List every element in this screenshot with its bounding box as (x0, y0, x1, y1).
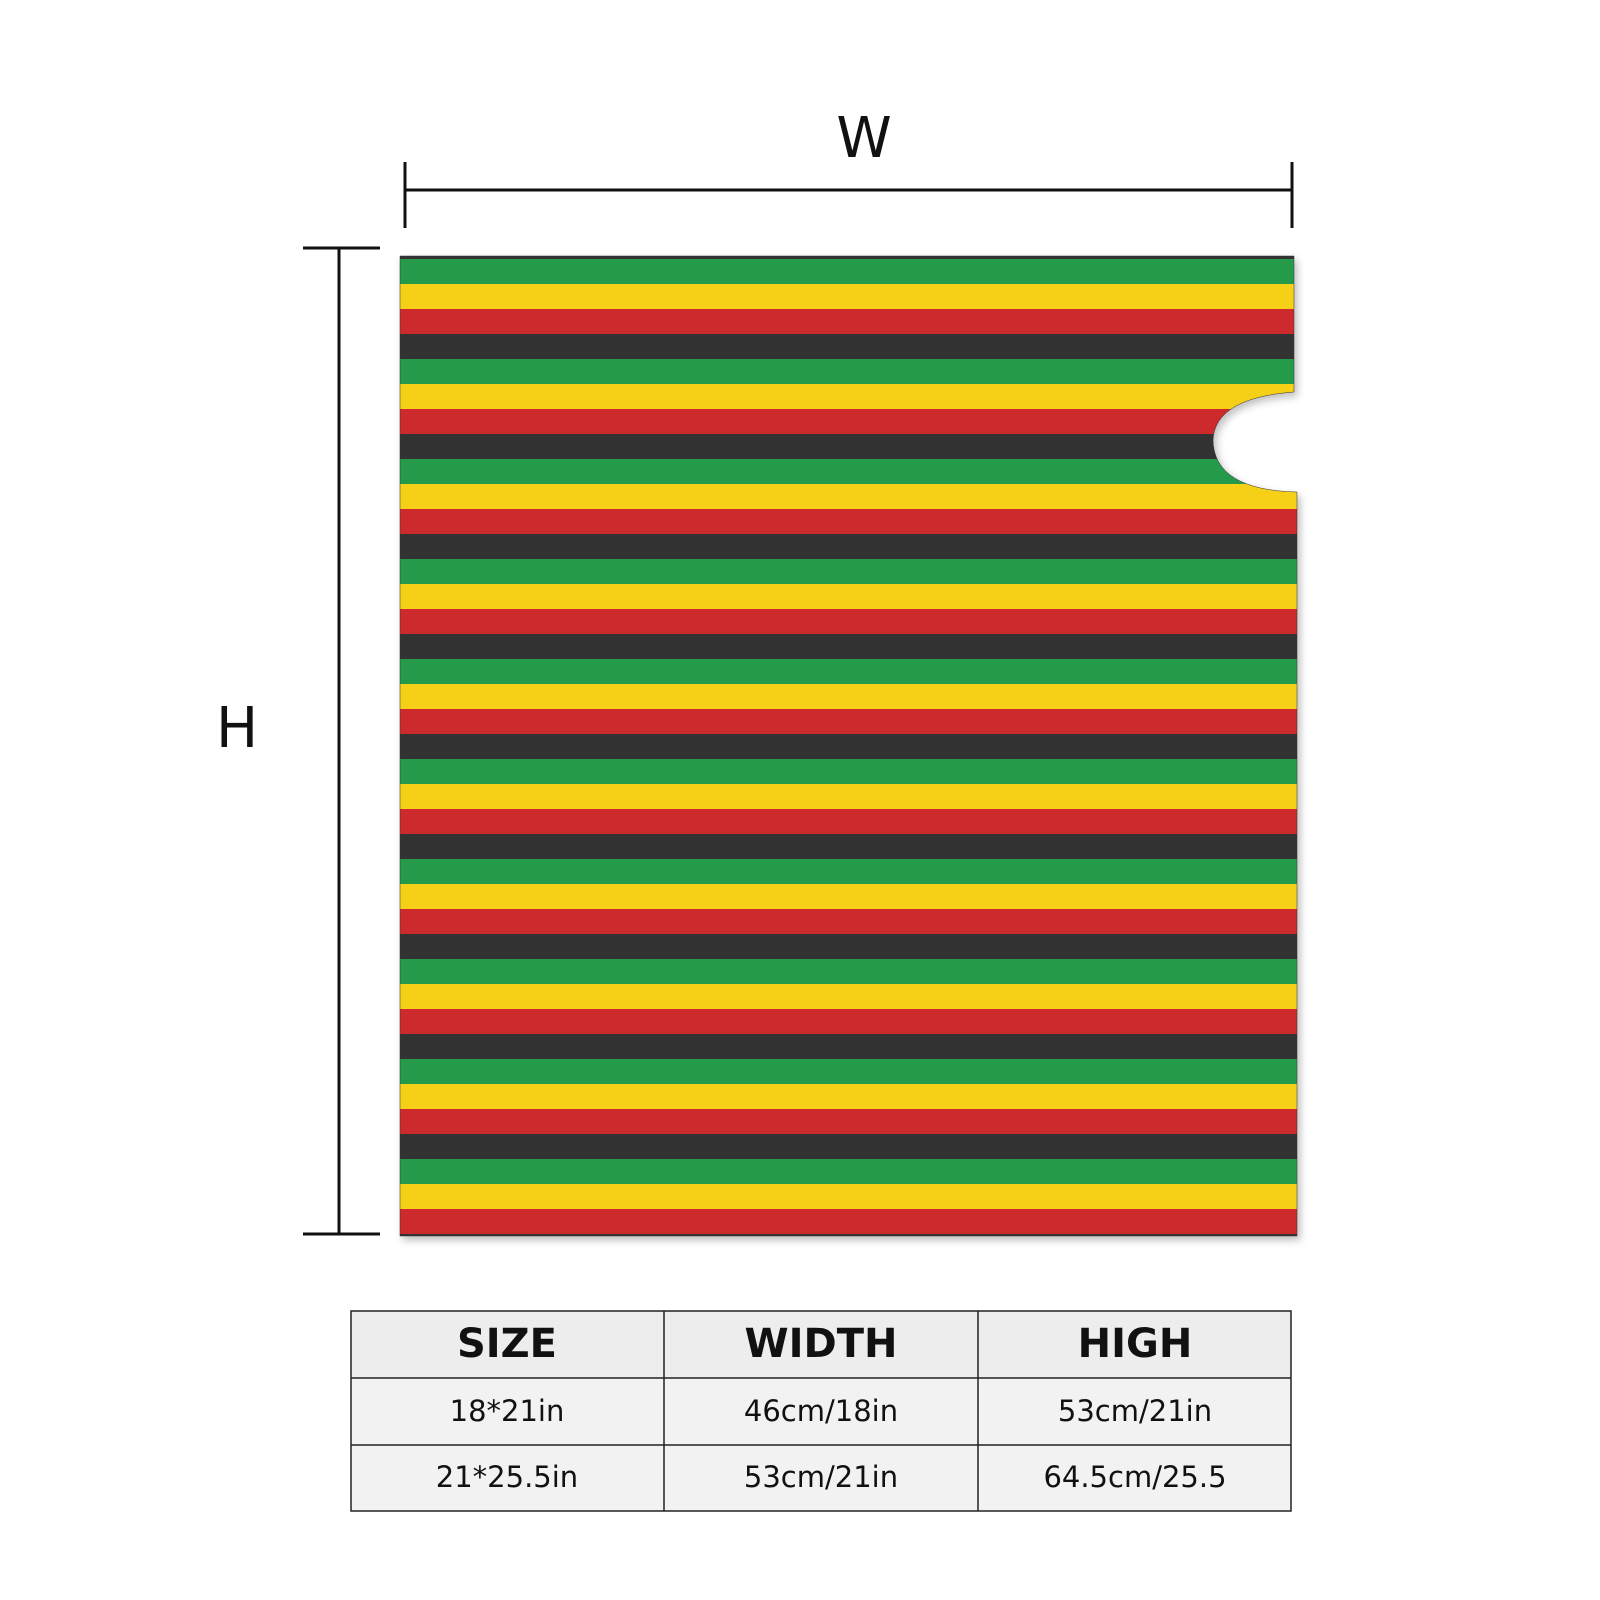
size-table: SIZE WIDTH HIGH 18*21in 46cm/18in 53cm/2… (350, 1310, 1292, 1512)
table-cell: 53cm/21in (1058, 1394, 1212, 1428)
table-cell: 18*21in (450, 1394, 565, 1428)
header-cell: SIZE (457, 1321, 557, 1367)
header-cell: WIDTH (745, 1321, 898, 1367)
height-label: H (216, 696, 258, 761)
height-dimension: H (216, 246, 380, 1236)
table-cell: 46cm/18in (744, 1394, 898, 1428)
product-cover (399, 255, 1298, 1237)
table-cell: 21*25.5in (436, 1460, 578, 1494)
width-dimension: W (403, 106, 1294, 228)
width-label: W (836, 106, 891, 171)
header-cell: HIGH (1078, 1321, 1193, 1367)
table-cell: 64.5cm/25.5 (1043, 1460, 1226, 1494)
table-cell: 53cm/21in (744, 1460, 898, 1494)
